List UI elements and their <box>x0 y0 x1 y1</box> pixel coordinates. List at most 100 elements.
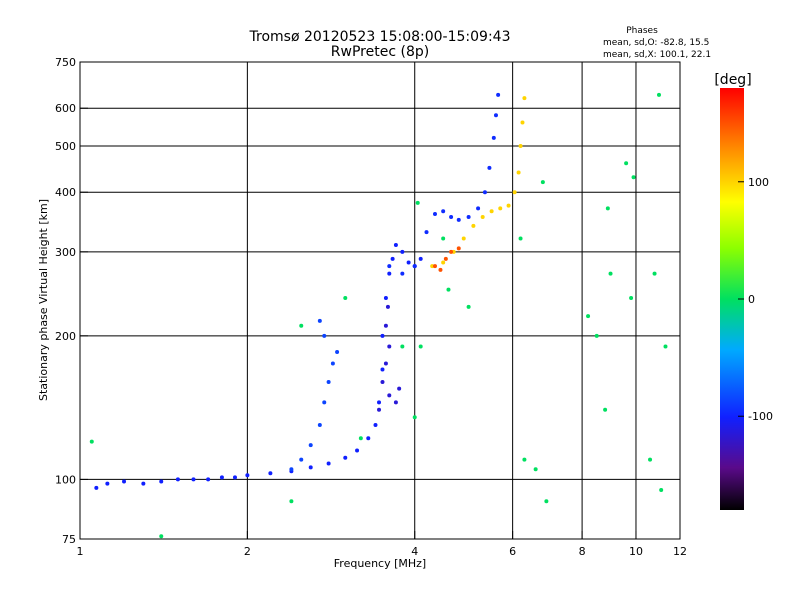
data-point <box>432 212 437 217</box>
data-point <box>631 175 636 180</box>
data-point <box>175 477 180 482</box>
data-point <box>268 471 273 476</box>
y-tick-label: 200 <box>55 330 76 343</box>
data-point <box>387 264 392 269</box>
data-point <box>496 92 501 97</box>
x-ticks: 1 2 4 6 8 10 12 <box>77 531 687 558</box>
data-point <box>491 135 496 140</box>
x-tick-label: 2 <box>244 545 251 558</box>
data-point <box>461 236 466 241</box>
y-tick-label: 300 <box>55 246 76 259</box>
data-point <box>594 333 599 338</box>
data-point <box>441 260 446 265</box>
data-point <box>322 333 327 338</box>
data-point <box>586 314 591 319</box>
data-point <box>326 380 331 385</box>
data-point <box>387 393 392 398</box>
data-point <box>418 256 423 261</box>
y-axis-label: Stationary phase Virtual Height [km] <box>37 199 50 401</box>
data-point <box>412 415 417 420</box>
data-point <box>456 217 461 222</box>
data-point <box>400 271 405 276</box>
data-point <box>159 479 164 484</box>
colorbar-label: [deg] <box>714 72 751 88</box>
y-tick-label: 750 <box>55 56 76 69</box>
chart-subtitle: RwPretec (8p) <box>331 44 429 60</box>
data-point <box>387 271 392 276</box>
y-tick-label: 500 <box>55 140 76 153</box>
data-point <box>663 344 668 349</box>
data-point <box>540 180 545 185</box>
phase-stats-x: mean, sd,X: 100.1, 22.1 <box>603 50 711 60</box>
data-point <box>219 475 224 480</box>
data-point <box>326 461 331 466</box>
data-point <box>383 361 388 366</box>
data-point <box>520 120 525 125</box>
data-point <box>308 443 313 448</box>
data-point <box>482 190 487 195</box>
data-point <box>380 367 385 372</box>
data-point <box>476 206 481 211</box>
data-point <box>373 423 378 428</box>
data-point <box>358 436 363 441</box>
phase-stats-heading: Phases <box>626 26 658 36</box>
y-tick-label: 400 <box>55 186 76 199</box>
data-point <box>387 344 392 349</box>
data-point <box>456 246 461 251</box>
phase-stats-o: mean, sd,O: -82.8, 15.5 <box>603 38 709 48</box>
x-axis-label: Frequency [MHz] <box>334 557 426 570</box>
data-point <box>308 465 313 470</box>
data-point <box>480 214 485 219</box>
colorbar-tick-label: 0 <box>748 293 755 306</box>
data-point <box>438 267 443 272</box>
y-tick-label: 100 <box>55 473 76 486</box>
data-point <box>512 190 517 195</box>
data-point <box>449 249 454 254</box>
x-tick-label: 1 <box>77 545 84 558</box>
data-point <box>506 203 511 208</box>
x-tick-label: 12 <box>673 545 687 558</box>
data-point <box>449 214 454 219</box>
data-point <box>489 209 494 214</box>
data-point <box>424 230 429 235</box>
data-point <box>355 448 360 453</box>
data-point <box>659 488 664 493</box>
data-point <box>232 475 237 480</box>
data-point <box>206 477 211 482</box>
y-ticks: 75 100 200 300 400 500 600 750 <box>55 56 88 546</box>
data-point <box>443 256 448 261</box>
data-point <box>289 467 294 472</box>
data-point <box>522 457 527 462</box>
x-tick-label: 4 <box>411 545 418 558</box>
x-tick-label: 6 <box>509 545 516 558</box>
data-point <box>516 170 521 175</box>
x-tick-label: 8 <box>579 545 586 558</box>
data-point <box>317 318 322 323</box>
data-point <box>191 477 196 482</box>
data-point <box>383 323 388 328</box>
data-point <box>330 361 335 366</box>
data-point <box>603 407 608 412</box>
data-point <box>366 436 371 441</box>
data-point <box>343 296 348 301</box>
data-point <box>418 344 423 349</box>
data-point <box>605 206 610 211</box>
data-point <box>393 243 398 248</box>
data-point <box>299 323 304 328</box>
data-point <box>122 479 127 484</box>
chart-title: Tromsø 20120523 15:08:00-15:09:43 <box>249 29 511 45</box>
data-point <box>322 400 327 405</box>
data-point <box>159 534 164 539</box>
data-point <box>317 423 322 428</box>
data-point <box>466 214 471 219</box>
data-point <box>498 206 503 211</box>
data-point <box>380 380 385 385</box>
data-point <box>471 223 476 228</box>
colorbar-tick-label: -100 <box>748 410 773 423</box>
colorbar-tick-label: 100 <box>748 176 769 189</box>
data-point <box>412 264 417 269</box>
data-point <box>487 165 492 170</box>
grid-lines <box>80 62 680 539</box>
data-point <box>432 264 437 269</box>
